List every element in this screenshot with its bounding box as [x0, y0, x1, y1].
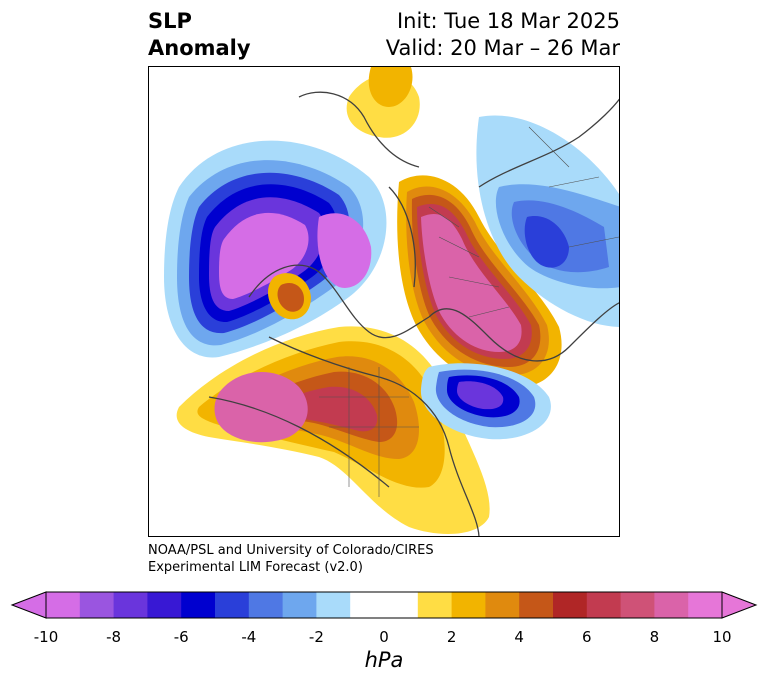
colorbar-segment — [384, 592, 419, 618]
title-line-2: Anomaly — [148, 36, 251, 60]
anomaly-negative-asia — [476, 115, 619, 327]
credit-line-2: Experimental LIM Forecast (v2.0) — [148, 560, 363, 575]
forecast-dates: Init: Tue 18 Mar 2025 Valid: 20 Mar – 26… — [386, 8, 620, 62]
title-line-1: SLP — [148, 9, 192, 33]
colorbar-segment — [451, 592, 486, 618]
colorbar-segment — [147, 592, 182, 618]
colorbar-segment — [620, 592, 655, 618]
anomaly-negative-pacific — [164, 140, 387, 358]
colorbar-tick-label: -6 — [173, 628, 189, 646]
colorbar-segment — [586, 592, 622, 618]
anomaly-positive-eurasia — [397, 175, 562, 388]
colorbar-tick-label: -10 — [33, 628, 59, 646]
credit-block: NOAA/PSL and University of Colorado/CIRE… — [148, 542, 434, 576]
colorbar — [10, 591, 758, 619]
colorbar-tick-label: 0 — [379, 628, 389, 646]
colorbar-tick-label: 8 — [649, 628, 660, 646]
colorbar-extend-low — [10, 591, 47, 619]
anomaly-negative-atlantic — [420, 363, 551, 440]
map-canvas — [164, 67, 619, 536]
init-date: Init: Tue 18 Mar 2025 — [396, 9, 620, 33]
colorbar-segment — [248, 592, 284, 618]
colorbar-tick-label: 6 — [582, 628, 592, 646]
slp-anomaly-map — [148, 66, 620, 537]
colorbar-segment — [215, 592, 250, 618]
colorbar-segment — [350, 592, 385, 618]
colorbar-segment — [688, 592, 723, 618]
colorbar-tick-label: -8 — [106, 628, 122, 646]
colorbar-tick-label: 2 — [446, 628, 457, 646]
colorbar-tick-label: 4 — [514, 628, 524, 646]
map-title: SLP Anomaly — [148, 8, 251, 62]
colorbar-segment — [113, 592, 148, 618]
colorbar-segment — [79, 592, 115, 618]
coastlines — [208, 91, 619, 536]
colorbar-segment — [181, 592, 216, 618]
credit-line-1: NOAA/PSL and University of Colorado/CIRE… — [148, 543, 434, 558]
anomaly-positive-north-america — [176, 326, 490, 534]
colorbar-segment — [417, 592, 453, 618]
colorbar-unit: hPa — [364, 648, 404, 672]
colorbar-segment — [654, 592, 689, 618]
colorbar-tick-label: 10 — [712, 628, 732, 646]
colorbar-segment — [46, 592, 81, 618]
colorbar-segment — [553, 592, 588, 618]
colorbar-segment — [485, 592, 520, 618]
valid-range: Valid: 20 Mar – 26 Mar — [385, 36, 620, 60]
colorbar-segment — [282, 592, 317, 618]
colorbar-segment — [316, 592, 351, 618]
colorbar-tick-label: -2 — [308, 628, 324, 646]
colorbar-segment — [519, 592, 554, 618]
pole-marker — [379, 297, 389, 307]
colorbar-extend-high — [721, 591, 758, 619]
country-borders — [319, 126, 619, 497]
colorbar-tick-label: -4 — [241, 628, 257, 646]
colorbar-outline — [45, 591, 723, 619]
